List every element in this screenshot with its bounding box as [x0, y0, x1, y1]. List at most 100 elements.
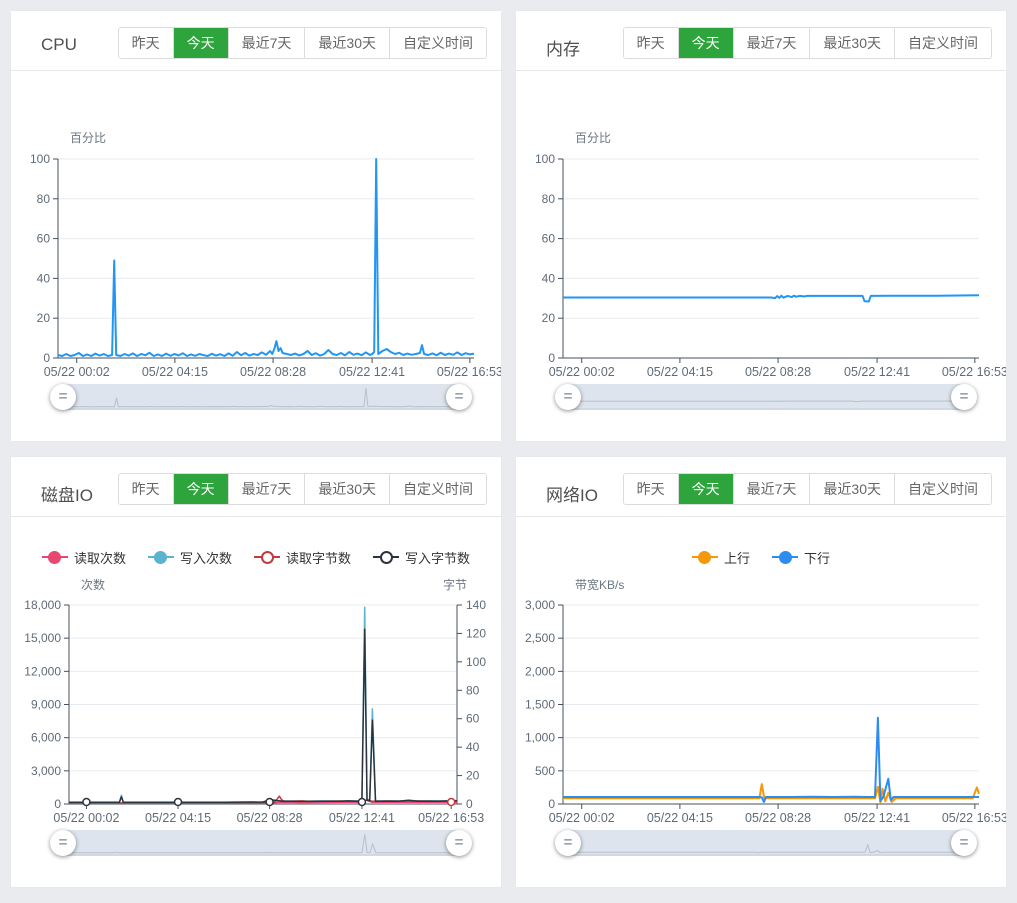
- svg-text:05/22 00:02: 05/22 00:02: [53, 811, 119, 825]
- datazoom-data-shadow: [63, 387, 459, 408]
- cpu-panel: CPU 昨天 今天 最近7天 最近30天 自定义时间 0 20 40 60 80 100 05/22…: [10, 10, 502, 442]
- time-range-button-custom-range[interactable]: 自定义时间: [389, 28, 486, 58]
- time-range-button-yesterday[interactable]: 昨天: [118, 474, 173, 504]
- time-range-button-yesterday[interactable]: 昨天: [623, 28, 678, 58]
- svg-text:05/22 16:53: 05/22 16:53: [437, 365, 502, 379]
- time-range-button-group: 昨天 今天 最近7天 最近30天 自定义时间: [622, 473, 992, 505]
- svg-text:80: 80: [542, 192, 556, 206]
- time-range-button-today[interactable]: 今天: [677, 28, 733, 58]
- svg-text:05/22 12:41: 05/22 12:41: [844, 365, 910, 379]
- svg-text:100: 100: [466, 655, 486, 669]
- svg-text:100: 100: [535, 152, 555, 166]
- time-range-button-last-7-days[interactable]: 最近7天: [732, 28, 810, 58]
- time-range-button-custom-range[interactable]: 自定义时间: [894, 474, 991, 504]
- svg-text:0: 0: [54, 797, 61, 811]
- svg-text:1,500: 1,500: [525, 698, 555, 712]
- svg-text:05/22 00:02: 05/22 00:02: [549, 365, 615, 379]
- time-range-button-last-7-days[interactable]: 最近7天: [227, 28, 305, 58]
- svg-text:05/22 16:53: 05/22 16:53: [942, 365, 1007, 379]
- legend-item[interactable]: 上行: [691, 548, 750, 567]
- datazoom-slider[interactable]: = =: [50, 830, 472, 856]
- svg-text:3,000: 3,000: [31, 764, 61, 778]
- svg-text:0: 0: [466, 797, 473, 811]
- svg-text:05/22 08:28: 05/22 08:28: [240, 365, 306, 379]
- time-range-button-last-7-days[interactable]: 最近7天: [732, 474, 810, 504]
- hollow-circle-line-icon: [373, 550, 400, 564]
- datazoom-handle-left[interactable]: =: [555, 830, 581, 856]
- svg-text:2,000: 2,000: [525, 664, 555, 678]
- time-range-button-group: 昨天 今天 最近7天 最近30天 自定义时间: [117, 473, 487, 505]
- circle-line-icon: [147, 550, 174, 564]
- svg-text:05/22 08:28: 05/22 08:28: [237, 811, 303, 825]
- svg-text:120: 120: [466, 626, 486, 640]
- legend-item[interactable]: 写入次数: [147, 548, 232, 567]
- time-range-button-last-30-days[interactable]: 最近30天: [304, 28, 389, 58]
- svg-text:18,000: 18,000: [24, 598, 61, 612]
- svg-text:20: 20: [466, 769, 480, 783]
- svg-text:次数: 次数: [81, 577, 105, 592]
- svg-text:05/22 04:15: 05/22 04:15: [145, 811, 211, 825]
- legend-label: 下行: [804, 550, 831, 566]
- panel-title: 网络IO: [546, 486, 598, 505]
- legend-label: 读取字节数: [286, 550, 352, 566]
- svg-text:60: 60: [466, 712, 480, 726]
- disk-io-panel-header: 磁盘IO 昨天 今天 最近7天 最近30天 自定义时间: [11, 457, 501, 517]
- datazoom-handle-right[interactable]: =: [446, 384, 472, 410]
- svg-text:80: 80: [37, 192, 51, 206]
- time-range-button-yesterday[interactable]: 昨天: [623, 474, 678, 504]
- svg-text:80: 80: [466, 683, 480, 697]
- svg-text:05/22 12:41: 05/22 12:41: [329, 811, 395, 825]
- time-range-button-today[interactable]: 今天: [677, 474, 733, 504]
- legend-item[interactable]: 读取次数: [41, 548, 126, 567]
- time-range-button-today[interactable]: 今天: [172, 28, 228, 58]
- datazoom-data-shadow: [63, 834, 459, 854]
- time-range-button-custom-range[interactable]: 自定义时间: [894, 28, 991, 58]
- svg-text:带宽KB/s: 带宽KB/s: [575, 577, 624, 592]
- datazoom-handle-left[interactable]: =: [50, 384, 76, 410]
- svg-text:05/22 16:53: 05/22 16:53: [942, 811, 1007, 825]
- time-range-button-last-7-days[interactable]: 最近7天: [227, 474, 305, 504]
- datazoom-handle-left[interactable]: =: [555, 384, 581, 410]
- datazoom-handle-right[interactable]: =: [951, 384, 977, 410]
- svg-text:15,000: 15,000: [24, 631, 61, 645]
- datazoom-slider[interactable]: = =: [555, 830, 977, 856]
- svg-text:05/22 04:15: 05/22 04:15: [647, 365, 713, 379]
- time-range-button-last-30-days[interactable]: 最近30天: [809, 28, 894, 58]
- chart-canvas: 0 3,000 6,000 9,000 12,000 15,000 18,000 0 20 40 6…: [24, 577, 486, 825]
- network-io-panel: 网络IO 昨天 今天 最近7天 最近30天 自定义时间 上行 下行 0 500 1,000 1,…: [515, 456, 1007, 888]
- legend-item[interactable]: 下行: [772, 548, 830, 567]
- time-range-button-yesterday[interactable]: 昨天: [118, 28, 173, 58]
- circle-line-icon: [41, 550, 68, 564]
- svg-text:20: 20: [37, 311, 51, 325]
- legend-label: 读取次数: [73, 550, 126, 566]
- datazoom-handle-left[interactable]: =: [50, 830, 76, 856]
- chart-canvas: 0 20 40 60 80 100 05/22 00:02 05/22 04:15 05/22 …: [535, 131, 1007, 379]
- datazoom-slider[interactable]: = =: [555, 384, 977, 410]
- svg-text:0: 0: [548, 351, 555, 365]
- time-range-button-group: 昨天 今天 最近7天 最近30天 自定义时间: [622, 27, 992, 59]
- panel-title: 磁盘IO: [41, 486, 93, 505]
- datazoom-data-shadow: [568, 843, 964, 854]
- cpu-panel-header: CPU 昨天 今天 最近7天 最近30天 自定义时间: [11, 11, 501, 71]
- svg-text:2,500: 2,500: [525, 631, 555, 645]
- svg-text:3,000: 3,000: [525, 598, 555, 612]
- legend-label: 写入字节数: [405, 550, 471, 566]
- svg-text:60: 60: [37, 232, 51, 246]
- circle-line-icon: [772, 550, 798, 564]
- svg-text:1,000: 1,000: [525, 731, 555, 745]
- time-range-button-group: 昨天 今天 最近7天 最近30天 自定义时间: [117, 27, 487, 59]
- svg-text:500: 500: [535, 764, 555, 778]
- datazoom-handle-right[interactable]: =: [951, 830, 977, 856]
- legend-item[interactable]: 写入字节数: [373, 548, 470, 567]
- svg-text:05/22 04:15: 05/22 04:15: [142, 365, 208, 379]
- legend-item[interactable]: 读取字节数: [254, 548, 351, 567]
- svg-text:100: 100: [30, 152, 50, 166]
- time-range-button-last-30-days[interactable]: 最近30天: [304, 474, 389, 504]
- memory-panel: 内存 昨天 今天 最近7天 最近30天 自定义时间 0 20 40 60 80 100 05/22 …: [515, 10, 1007, 442]
- datazoom-slider[interactable]: = =: [50, 384, 472, 410]
- time-range-button-last-30-days[interactable]: 最近30天: [809, 474, 894, 504]
- time-range-button-custom-range[interactable]: 自定义时间: [389, 474, 486, 504]
- datazoom-handle-right[interactable]: =: [446, 830, 472, 856]
- time-range-button-today[interactable]: 今天: [172, 474, 228, 504]
